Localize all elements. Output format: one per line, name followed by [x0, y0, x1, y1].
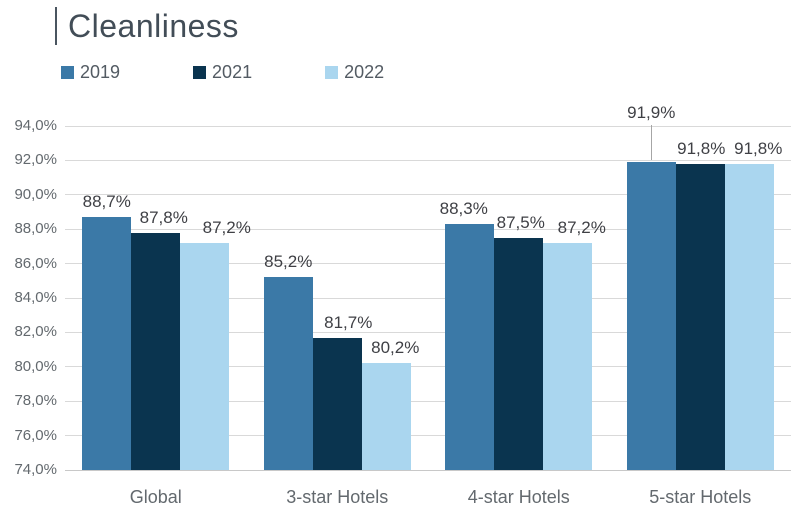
data-label-2021-global: 87,8% [139, 207, 188, 227]
bar-2022-5-star-hotels [724, 163, 774, 470]
bar-2019-global [82, 217, 132, 470]
bar-2019-5-star-hotels [626, 162, 676, 470]
y-axis-tick-label-90,0%: 90,0% [14, 185, 57, 203]
bar-2019-3-star-hotels [263, 277, 313, 470]
x-axis-label-3-star-hotels: 3-star Hotels [286, 487, 389, 507]
y-axis-tick-label-74,0%: 74,0% [14, 461, 57, 478]
chart-title-block: Cleanliness [55, 4, 239, 48]
bar-2022-3-star-hotels [361, 363, 411, 470]
gridline-84,0% [65, 297, 791, 299]
gridline-92,0% [65, 159, 791, 161]
gridline-88,0% [65, 228, 791, 230]
legend-swatch-2019 [61, 66, 74, 79]
data-label-2019-4-star-hotels: 88,3% [439, 199, 488, 219]
chart-title: Cleanliness [68, 8, 239, 44]
bar-2021-global [131, 232, 181, 470]
gridline-86,0% [65, 263, 791, 265]
legend-item-2021: 2021 [193, 62, 252, 83]
gridline-74,0% [65, 469, 791, 471]
title-accent-bar [55, 7, 57, 45]
bar-2021-3-star-hotels [312, 337, 362, 470]
legend-label-2022: 2022 [344, 62, 385, 82]
y-axis-tick-label-94,0%: 94,0% [14, 117, 57, 134]
legend-label-2021: 2021 [212, 62, 253, 82]
y-axis-tick-label-82,0%: 82,0% [14, 323, 57, 341]
x-axis-label-global: Global [129, 487, 182, 507]
y-axis-tick-label-78,0%: 78,0% [14, 392, 57, 410]
x-axis-label-4-star-hotels: 4-star Hotels [467, 487, 570, 507]
data-label-2022-3-star-hotels: 80,2% [371, 338, 420, 358]
bar-2019-4-star-hotels [445, 224, 495, 470]
bar-2021-5-star-hotels [675, 163, 725, 470]
y-axis-tick-label-88,0%: 88,0% [14, 220, 57, 238]
chart-legend: 2019 2021 2022 [61, 62, 384, 83]
data-label-2022-5-star-hotels: 91,8% [734, 138, 783, 158]
data-label-2019-5-star-hotels: 91,9% [627, 103, 676, 123]
data-label-leader-line [651, 125, 653, 161]
x-axis-label-5-star-hotels: 5-star Hotels [649, 487, 752, 507]
legend-swatch-2022 [325, 66, 339, 79]
y-axis-tick-label-80,0%: 80,0% [14, 357, 57, 375]
bar-2021-4-star-hotels [494, 237, 544, 470]
y-axis-tick-label-92,0%: 92,0% [14, 151, 57, 169]
legend-swatch-2021 [193, 66, 207, 79]
legend-item-2022: 2022 [325, 62, 384, 83]
gridline-80,0% [65, 366, 791, 368]
bar-2022-4-star-hotels [543, 242, 593, 470]
gridline-78,0% [65, 400, 791, 402]
gridline-90,0% [65, 194, 791, 196]
data-label-2022-global: 87,2% [202, 217, 251, 237]
legend-item-2019: 2019 [61, 62, 120, 83]
data-label-2021-4-star-hotels: 87,5% [496, 212, 545, 232]
gridline-82,0% [65, 331, 791, 333]
gridline-94,0% [65, 125, 791, 127]
y-axis-tick-label-76,0%: 76,0% [14, 426, 57, 444]
legend-label-2019: 2019 [80, 62, 121, 82]
y-axis-tick-label-84,0%: 84,0% [14, 289, 57, 306]
data-label-2021-5-star-hotels: 91,8% [677, 138, 726, 158]
data-label-2022-4-star-hotels: 87,2% [557, 217, 606, 237]
y-axis-tick-label-86,0%: 86,0% [14, 254, 57, 272]
data-label-2021-3-star-hotels: 81,7% [324, 312, 373, 332]
gridline-76,0% [65, 435, 791, 437]
bar-2022-global [180, 242, 230, 470]
data-label-2019-global: 88,7% [82, 192, 131, 212]
data-label-2019-3-star-hotels: 85,2% [264, 252, 313, 272]
